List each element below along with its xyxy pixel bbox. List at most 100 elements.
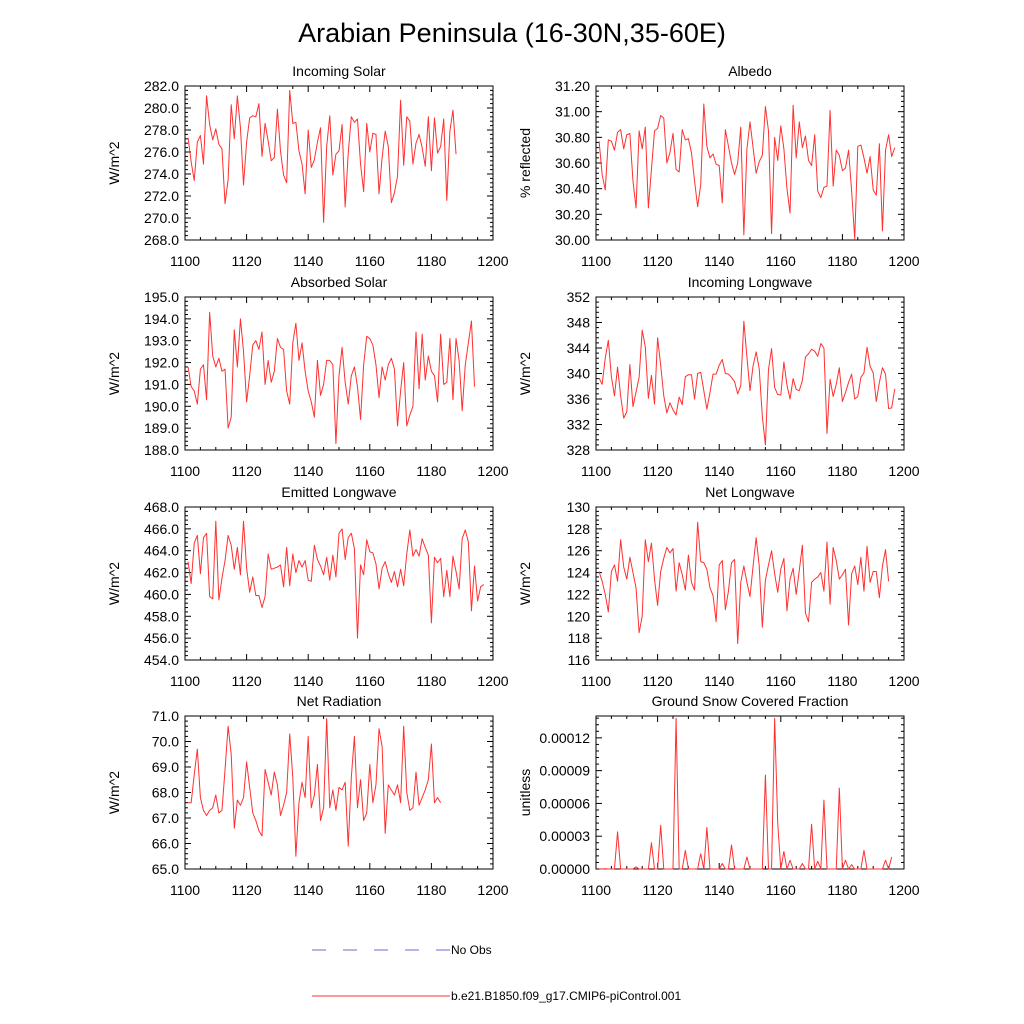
y-tick-label: 0.00006 [539,795,590,811]
x-tick-label: 1200 [477,882,508,898]
y-tick-label: 118 [568,630,591,646]
series-line [598,320,896,446]
legend: No Obs b.e21.B1850.f09_g17.CMIP6-piContro… [312,943,681,1003]
x-tick-label: 1180 [827,463,857,479]
y-tick-label: 282.0 [144,78,179,94]
x-tick-label: 1200 [888,673,919,689]
x-tick-label: 1200 [477,673,508,689]
x-tick-label: 1100 [170,253,200,269]
x-tick-label: 1160 [355,463,385,479]
y-tick-label: 31.20 [555,78,590,94]
panel-title: Ground Snow Covered Fraction [652,693,849,709]
x-tick-label: 1180 [416,882,446,898]
legend-label: b.e21.B1850.f09_g17.CMIP6-piControl.001 [451,989,681,1003]
x-tick-label: 1100 [170,463,200,479]
panel-incoming-longwave: Incoming Longwave W/m^2 1100 1120 1140 1160 11… [517,274,920,479]
y-axis-label: W/m^2 [517,562,533,605]
x-tick-label: 1140 [293,882,323,898]
series-line [598,521,890,645]
panel-title: Net Longwave [705,484,795,500]
x-tick-label: 1120 [643,463,673,479]
y-tick-label: 31.00 [555,104,590,120]
x-tick-label: 1180 [416,673,446,689]
x-tick-label: 1140 [704,463,734,479]
y-tick-label: 70.0 [152,734,179,750]
y-tick-label: 0.00000 [539,861,590,877]
series-line [599,717,893,870]
x-tick-label: 1160 [355,253,385,269]
y-tick-label: 272.0 [144,188,179,204]
y-tick-label: 268.0 [144,232,179,248]
x-tick-label: 1160 [766,463,796,479]
y-tick-label: 348 [567,315,591,331]
y-tick-label: 280.0 [144,100,179,116]
series-line [187,311,476,444]
y-tick-label: 69.0 [152,759,179,775]
panel-absorbed-solar: Absorbed Solar W/m^2 1100 1120 1140 1160 1180 1… [106,274,509,479]
x-tick-label: 1180 [416,253,446,269]
x-tick-label: 1140 [704,882,734,898]
panel-title: Incoming Longwave [688,274,813,290]
y-tick-label: 116 [568,652,591,668]
y-tick-label: 128 [567,521,591,537]
y-axis-label: W/m^2 [106,562,122,605]
y-tick-label: 340 [567,366,591,382]
panel-title: Emitted Longwave [281,484,396,500]
y-axis-label: W/m^2 [106,352,122,395]
y-axis-label: W/m^2 [517,352,533,395]
y-tick-label: 278.0 [144,122,179,138]
legend-label: No Obs [451,943,492,957]
y-tick-label: 30.60 [555,155,590,171]
series-line [188,718,442,857]
panel-title: Absorbed Solar [291,274,388,290]
panel-incoming-solar: Incoming Solar W/m^2 1100 1120 1140 1160 1180 1… [106,63,509,269]
x-tick-label: 1140 [293,673,323,689]
y-tick-label: 192.0 [144,355,179,371]
x-tick-label: 1160 [766,882,796,898]
panel-title: Incoming Solar [292,63,386,79]
x-tick-label: 1100 [170,882,200,898]
y-tick-label: 468.0 [144,499,179,515]
y-tick-label: 466.0 [144,521,179,537]
y-tick-label: 0.00012 [539,730,590,746]
x-tick-label: 1120 [232,253,262,269]
y-tick-label: 67.0 [152,810,179,826]
y-tick-label: 189.0 [144,420,179,436]
y-tick-label: 130 [567,499,591,515]
y-tick-label: 68.0 [152,785,179,801]
x-tick-label: 1100 [581,882,611,898]
x-tick-label: 1200 [477,463,508,479]
series-line [598,103,896,240]
panel-ground-snow-covered-fraction: Ground Snow Covered Fraction unitless 1100… [517,693,920,898]
y-tick-label: 193.0 [144,333,179,349]
x-tick-label: 1180 [827,673,857,689]
x-tick-label: 1120 [232,463,262,479]
y-tick-label: 66.0 [152,836,179,852]
x-tick-label: 1180 [827,882,857,898]
y-tick-label: 456.0 [144,630,179,646]
x-tick-label: 1160 [766,673,796,689]
panel-title: Net Radiation [297,693,382,709]
x-tick-label: 1120 [232,673,262,689]
y-tick-label: 122 [567,586,591,602]
y-tick-label: 194.0 [144,311,179,327]
y-axis-label: W/m^2 [106,141,122,184]
panels: Incoming Solar W/m^2 1100 1120 1140 1160 1180 1… [106,63,920,898]
x-tick-label: 1160 [766,253,796,269]
x-tick-label: 1100 [170,673,200,689]
y-tick-label: 332 [567,417,591,433]
panel-net-longwave: Net Longwave W/m^2 1100 1120 1140 1160 1180 120… [517,484,920,689]
y-tick-label: 458.0 [144,608,179,624]
x-tick-label: 1140 [704,673,734,689]
panel-title: Albedo [728,63,772,79]
x-tick-label: 1160 [355,882,385,898]
y-tick-label: 188.0 [144,442,179,458]
y-tick-label: 65.0 [152,861,179,877]
x-tick-label: 1200 [888,253,919,269]
y-tick-label: 328 [567,442,591,458]
y-tick-label: 30.20 [555,206,590,222]
x-tick-label: 1200 [888,463,919,479]
y-tick-label: 120 [567,608,591,624]
x-tick-label: 1100 [581,463,611,479]
